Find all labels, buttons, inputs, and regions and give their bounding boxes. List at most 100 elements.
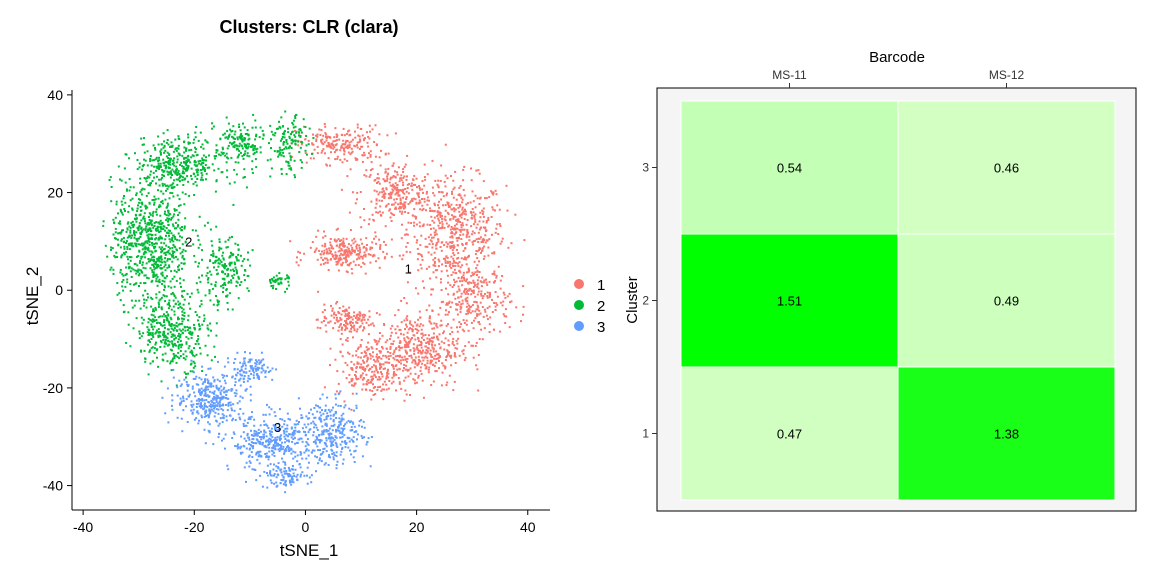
scatter-point — [186, 292, 189, 295]
scatter-point — [263, 433, 265, 436]
scatter-point — [123, 247, 126, 250]
scatter-point — [202, 381, 205, 384]
scatter-point — [135, 272, 138, 275]
scatter-point — [356, 361, 359, 364]
scatter-point — [467, 312, 469, 315]
scatter-point — [484, 241, 487, 244]
scatter-point — [222, 257, 225, 260]
scatter-point — [381, 211, 384, 214]
scatter-point — [471, 230, 474, 233]
scatter-point — [371, 375, 374, 378]
scatter-point — [467, 270, 470, 273]
scatter-point — [268, 142, 270, 145]
scatter-point — [316, 145, 319, 148]
scatter-point — [349, 251, 352, 254]
scatter-point — [221, 148, 224, 151]
scatter-point — [309, 428, 312, 431]
scatter-point — [195, 406, 198, 408]
scatter-point — [262, 133, 265, 136]
scatter-point — [164, 257, 167, 260]
scatter-point — [150, 338, 153, 340]
scatter-point — [179, 333, 182, 336]
scatter-point — [159, 340, 162, 343]
scatter-point — [162, 146, 165, 149]
scatter-point — [199, 243, 202, 246]
scatter-point — [408, 322, 411, 325]
scatter-point — [356, 146, 359, 149]
scatter-point — [135, 194, 138, 197]
scatter-point — [104, 244, 107, 247]
scatter-point — [154, 267, 157, 270]
scatter-point — [459, 221, 462, 223]
scatter-point — [268, 442, 271, 445]
scatter-point — [413, 221, 416, 224]
scatter-point — [428, 340, 431, 343]
scatter-point — [246, 258, 249, 261]
scatter-point — [120, 210, 122, 213]
scatter-point — [422, 334, 425, 337]
scatter-point — [385, 356, 388, 359]
scatter-point — [154, 250, 157, 253]
scatter-point — [230, 130, 233, 133]
scatter-point — [379, 214, 382, 216]
scatter-point — [219, 393, 222, 396]
scatter-point — [180, 175, 183, 178]
scatter-point — [452, 389, 455, 392]
scatter-point — [114, 227, 117, 230]
scatter-point — [344, 141, 347, 144]
scatter-point — [423, 198, 426, 200]
scatter-point — [279, 151, 282, 154]
scatter-point — [416, 239, 419, 242]
scatter-point — [243, 274, 246, 277]
scatter-point — [171, 144, 174, 147]
scatter-point — [198, 316, 201, 319]
scatter-point — [210, 329, 212, 332]
scatter-point — [290, 426, 293, 429]
scatter-point — [164, 326, 166, 329]
scatter-point — [389, 337, 391, 340]
scatter-point — [173, 338, 176, 341]
scatter-point — [334, 254, 337, 257]
scatter-point — [346, 145, 349, 148]
scatter-point — [172, 234, 175, 237]
scatter-point — [260, 430, 262, 433]
scatter-point — [228, 262, 231, 265]
scatter-point — [130, 222, 133, 224]
scatter-point — [254, 433, 257, 435]
scatter-point — [320, 256, 323, 259]
scatter-point — [185, 162, 187, 165]
scatter-point — [368, 218, 371, 221]
scatter-point — [288, 167, 291, 170]
scatter-point — [476, 308, 479, 311]
scatter-point — [316, 258, 319, 261]
scatter-point — [367, 347, 370, 350]
scatter-point — [146, 292, 149, 295]
scatter-point — [440, 278, 442, 281]
scatter-point — [130, 276, 133, 278]
scatter-point — [477, 287, 480, 290]
scatter-point — [474, 220, 477, 223]
scatter-point — [376, 173, 379, 176]
scatter-point — [361, 134, 364, 137]
scatter-point — [367, 135, 370, 138]
scatter-point — [457, 296, 460, 299]
scatter-point — [193, 163, 196, 166]
scatter-point — [166, 202, 169, 205]
scatter-point — [475, 169, 478, 172]
scatter-point — [482, 237, 485, 240]
scatter-point — [178, 344, 180, 347]
scatter-point — [323, 429, 326, 432]
scatter-point — [348, 437, 351, 440]
scatter-point — [477, 241, 480, 243]
scatter-point — [324, 245, 327, 248]
scatter-point — [133, 263, 136, 265]
scatter-point — [389, 216, 392, 219]
scatter-point — [271, 279, 274, 282]
scatter-point — [403, 367, 405, 369]
scatter-point — [333, 239, 336, 242]
scatter-point — [255, 135, 257, 138]
scatter-point — [198, 215, 201, 218]
scatter-point — [206, 327, 209, 330]
scatter-point — [419, 244, 422, 247]
scatter-point — [228, 141, 231, 144]
